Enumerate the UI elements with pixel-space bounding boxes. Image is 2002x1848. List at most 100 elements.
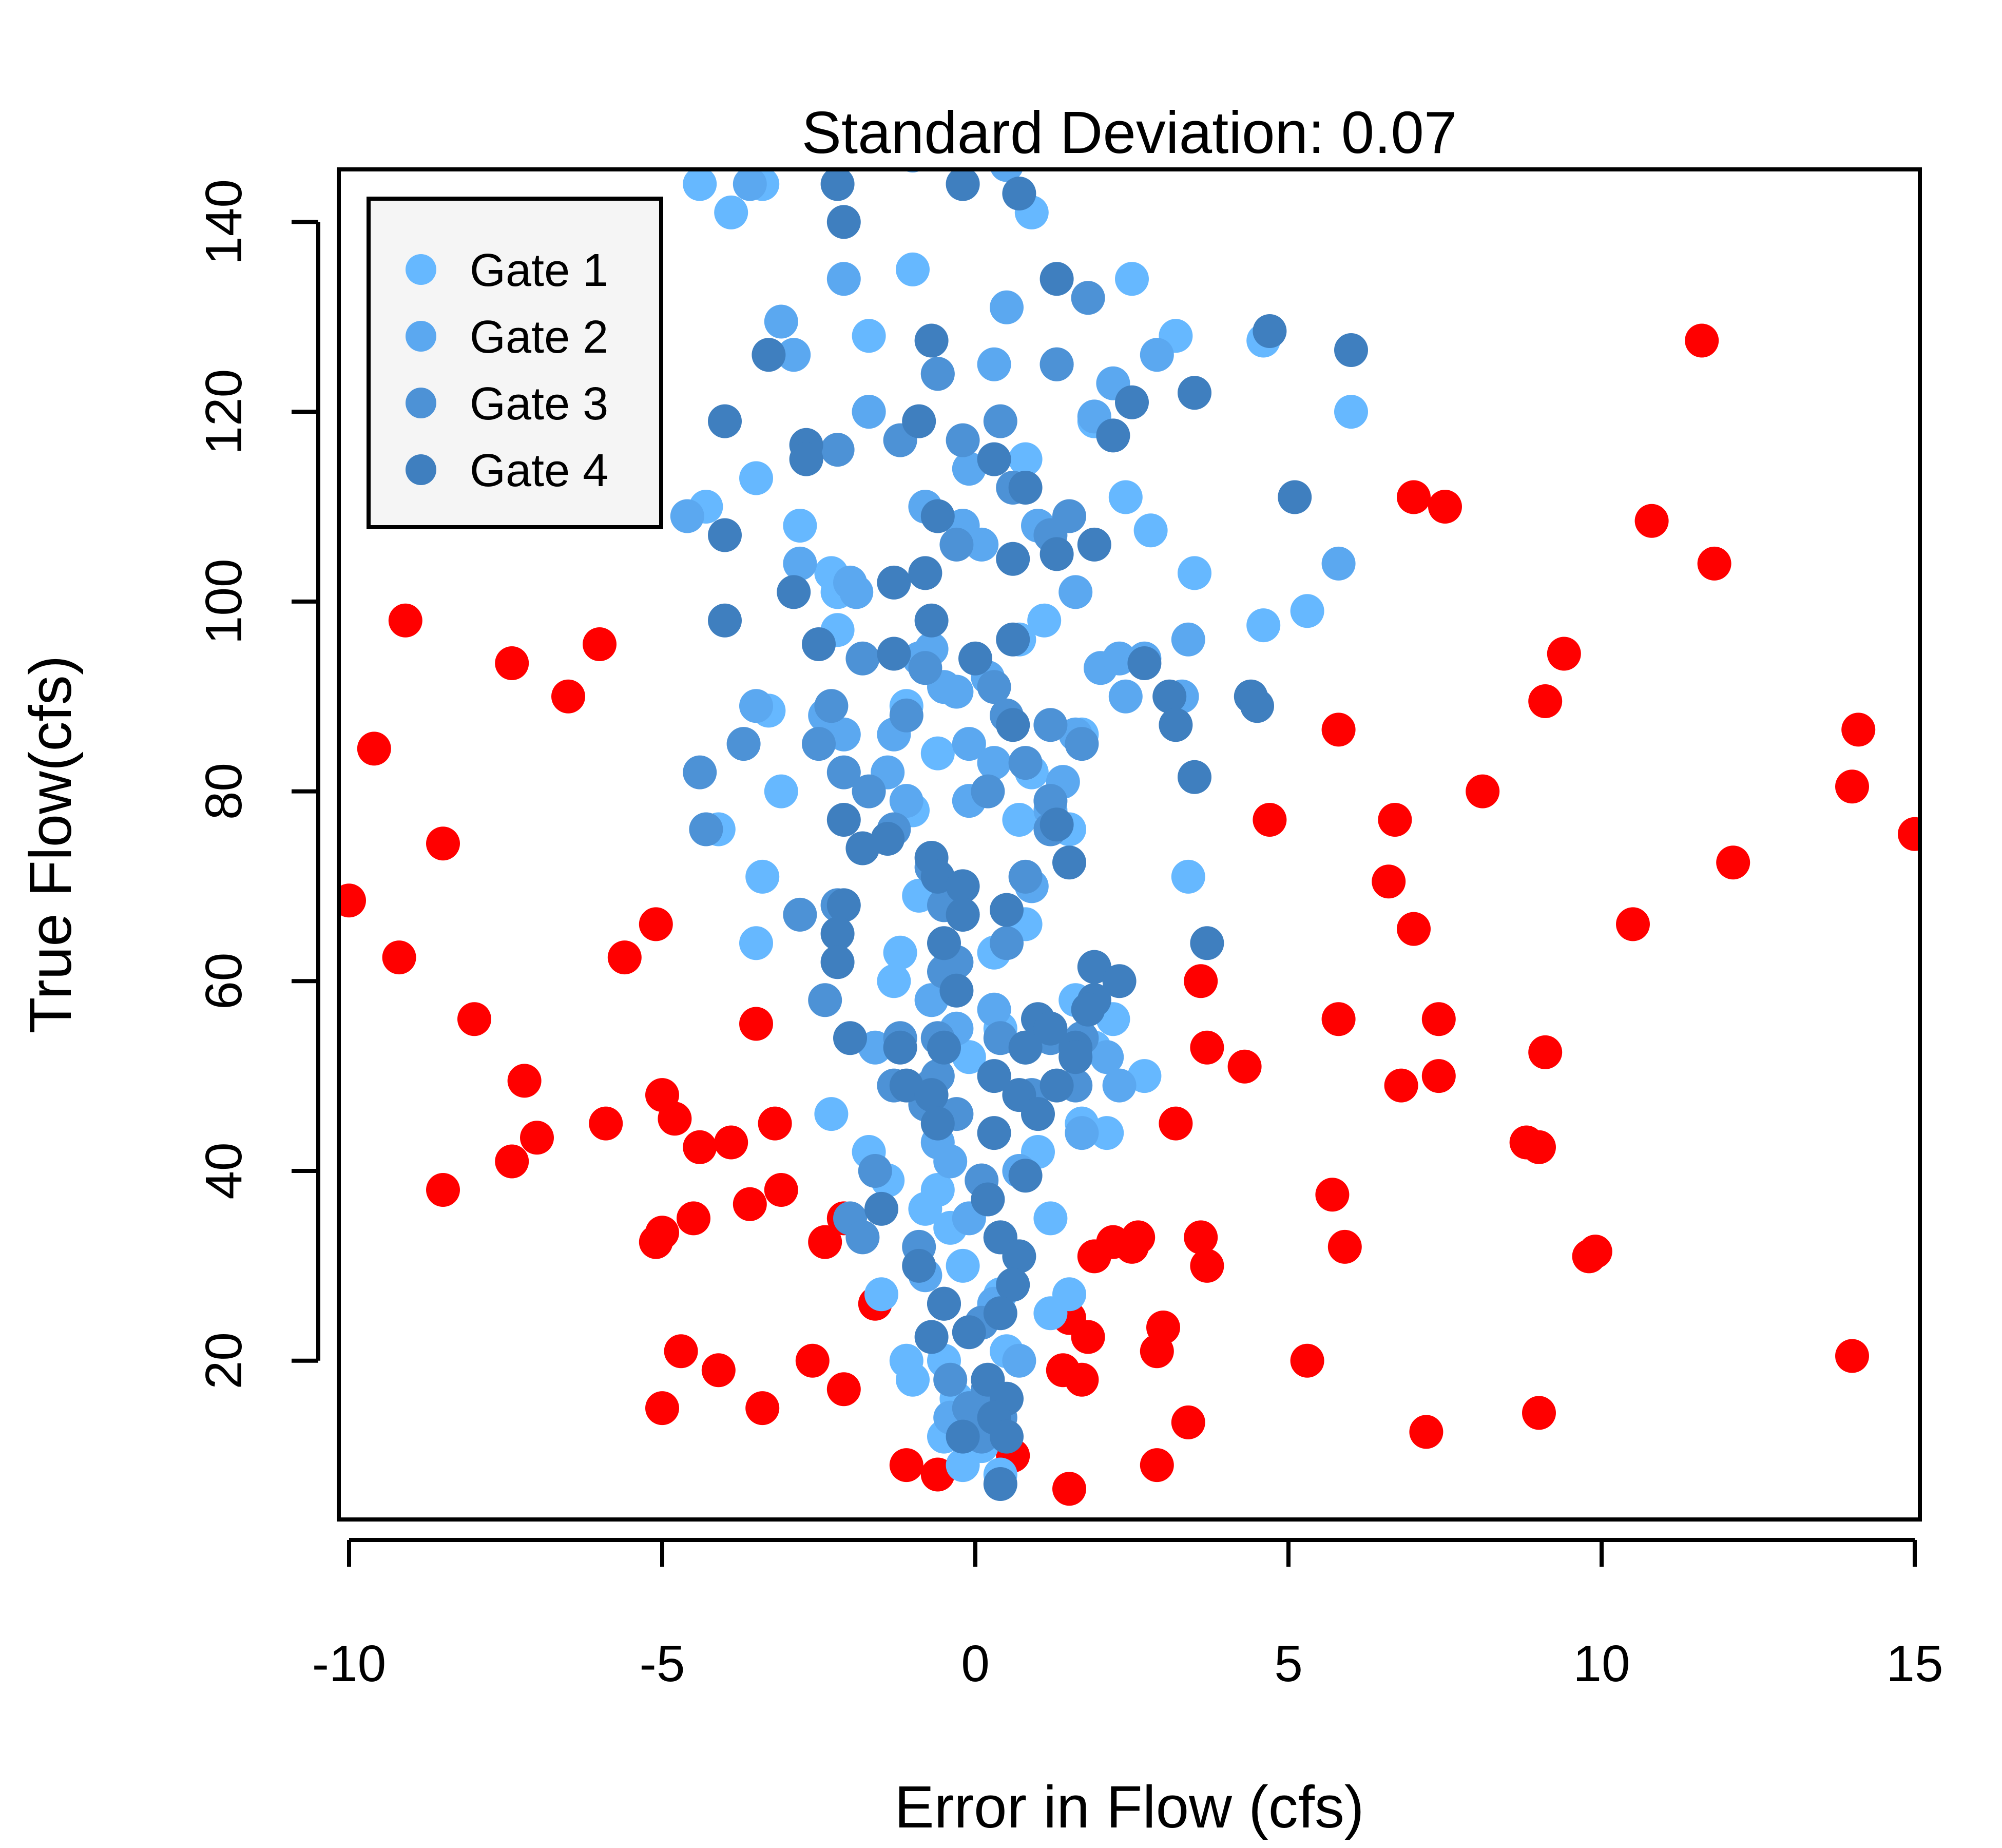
legend-marker bbox=[406, 321, 436, 352]
data-point bbox=[1428, 490, 1462, 524]
data-point bbox=[920, 1106, 955, 1141]
data-point bbox=[708, 518, 742, 552]
data-point bbox=[1397, 912, 1431, 946]
data-point bbox=[382, 940, 416, 975]
data-point bbox=[889, 698, 923, 733]
data-point bbox=[1127, 646, 1162, 680]
data-point bbox=[845, 1220, 880, 1255]
data-point bbox=[826, 205, 861, 239]
data-point bbox=[883, 1030, 917, 1065]
data-point bbox=[1090, 1040, 1124, 1074]
legend-label: Gate 3 bbox=[470, 378, 608, 430]
data-point bbox=[795, 1343, 830, 1378]
data-point bbox=[858, 1154, 892, 1188]
data-point bbox=[939, 675, 974, 709]
data-point bbox=[339, 883, 366, 918]
data-point bbox=[927, 1030, 961, 1065]
data-point bbox=[1190, 1248, 1224, 1283]
data-point bbox=[983, 404, 1017, 438]
data-point bbox=[708, 404, 742, 438]
data-point bbox=[607, 940, 642, 975]
data-point bbox=[864, 1277, 898, 1312]
data-point bbox=[683, 169, 717, 201]
data-point bbox=[914, 323, 949, 358]
data-point bbox=[826, 755, 861, 790]
data-point bbox=[826, 888, 861, 922]
data-point bbox=[1171, 859, 1205, 894]
data-point bbox=[1178, 556, 1211, 590]
data-point bbox=[871, 822, 905, 856]
data-point bbox=[1409, 1415, 1443, 1449]
x-tick-label: 15 bbox=[1886, 1635, 1943, 1692]
data-point bbox=[733, 169, 767, 201]
data-point bbox=[1140, 1448, 1174, 1483]
legend-label: Gate 1 bbox=[470, 245, 608, 296]
data-point bbox=[808, 1225, 842, 1259]
data-point bbox=[783, 897, 817, 932]
data-point bbox=[933, 1144, 968, 1179]
data-point bbox=[1528, 1035, 1563, 1069]
data-point bbox=[520, 1121, 554, 1155]
data-point bbox=[1096, 418, 1130, 453]
data-point bbox=[852, 395, 886, 429]
y-tick-label: 20 bbox=[195, 1332, 253, 1389]
data-point bbox=[1052, 845, 1086, 880]
data-point bbox=[1697, 546, 1731, 581]
data-point bbox=[1065, 1362, 1099, 1397]
data-point bbox=[927, 926, 961, 960]
data-point bbox=[1421, 1059, 1456, 1093]
data-point bbox=[1835, 769, 1869, 804]
data-point bbox=[820, 433, 855, 467]
data-point bbox=[1315, 1178, 1350, 1212]
data-point bbox=[883, 935, 917, 970]
data-point bbox=[1102, 1068, 1137, 1103]
data-point bbox=[714, 1125, 748, 1160]
data-point bbox=[764, 1173, 798, 1207]
data-point bbox=[946, 423, 980, 457]
series-gate-4 bbox=[708, 169, 1368, 1501]
data-point bbox=[1077, 527, 1111, 562]
data-point bbox=[1321, 713, 1356, 747]
data-point bbox=[1578, 1235, 1612, 1269]
data-point bbox=[1634, 504, 1669, 538]
data-point bbox=[583, 627, 617, 661]
data-point bbox=[739, 1007, 773, 1041]
data-point bbox=[1121, 1220, 1156, 1255]
data-point bbox=[946, 897, 980, 932]
data-point bbox=[1421, 1002, 1456, 1036]
data-point bbox=[1378, 803, 1412, 837]
data-point bbox=[752, 338, 786, 372]
data-point bbox=[996, 1267, 1030, 1302]
data-point bbox=[927, 1286, 961, 1321]
x-tick-label: 0 bbox=[961, 1635, 990, 1692]
data-point bbox=[1253, 803, 1287, 837]
data-point bbox=[1133, 513, 1168, 548]
data-point bbox=[977, 670, 1011, 704]
y-tick-label: 80 bbox=[195, 763, 253, 820]
data-point bbox=[1384, 1068, 1418, 1103]
data-point bbox=[1227, 1049, 1262, 1084]
y-tick-label: 100 bbox=[195, 559, 253, 644]
data-point bbox=[733, 1187, 767, 1221]
data-point bbox=[1102, 641, 1137, 676]
data-point bbox=[1140, 1334, 1174, 1369]
data-point bbox=[958, 641, 992, 676]
data-point bbox=[388, 603, 422, 638]
data-point bbox=[914, 1078, 949, 1112]
data-point bbox=[845, 641, 880, 676]
data-point bbox=[658, 1102, 692, 1136]
data-point bbox=[683, 1130, 717, 1164]
data-point bbox=[1040, 807, 1074, 842]
data-point bbox=[833, 1021, 867, 1055]
y-axis-label: True Flow(cfs) bbox=[17, 656, 84, 1034]
data-point bbox=[683, 755, 717, 790]
data-point bbox=[1008, 746, 1043, 780]
data-point bbox=[1246, 608, 1281, 643]
data-point bbox=[990, 1419, 1024, 1454]
data-point bbox=[1040, 347, 1074, 381]
data-point bbox=[808, 983, 842, 1017]
data-point bbox=[1108, 679, 1143, 714]
x-axis-label: Error in Flow (cfs) bbox=[894, 1774, 1364, 1840]
legend: Gate 1 Gate 2 Gate 3 Gate 4 bbox=[367, 197, 663, 529]
data-point bbox=[726, 727, 761, 761]
